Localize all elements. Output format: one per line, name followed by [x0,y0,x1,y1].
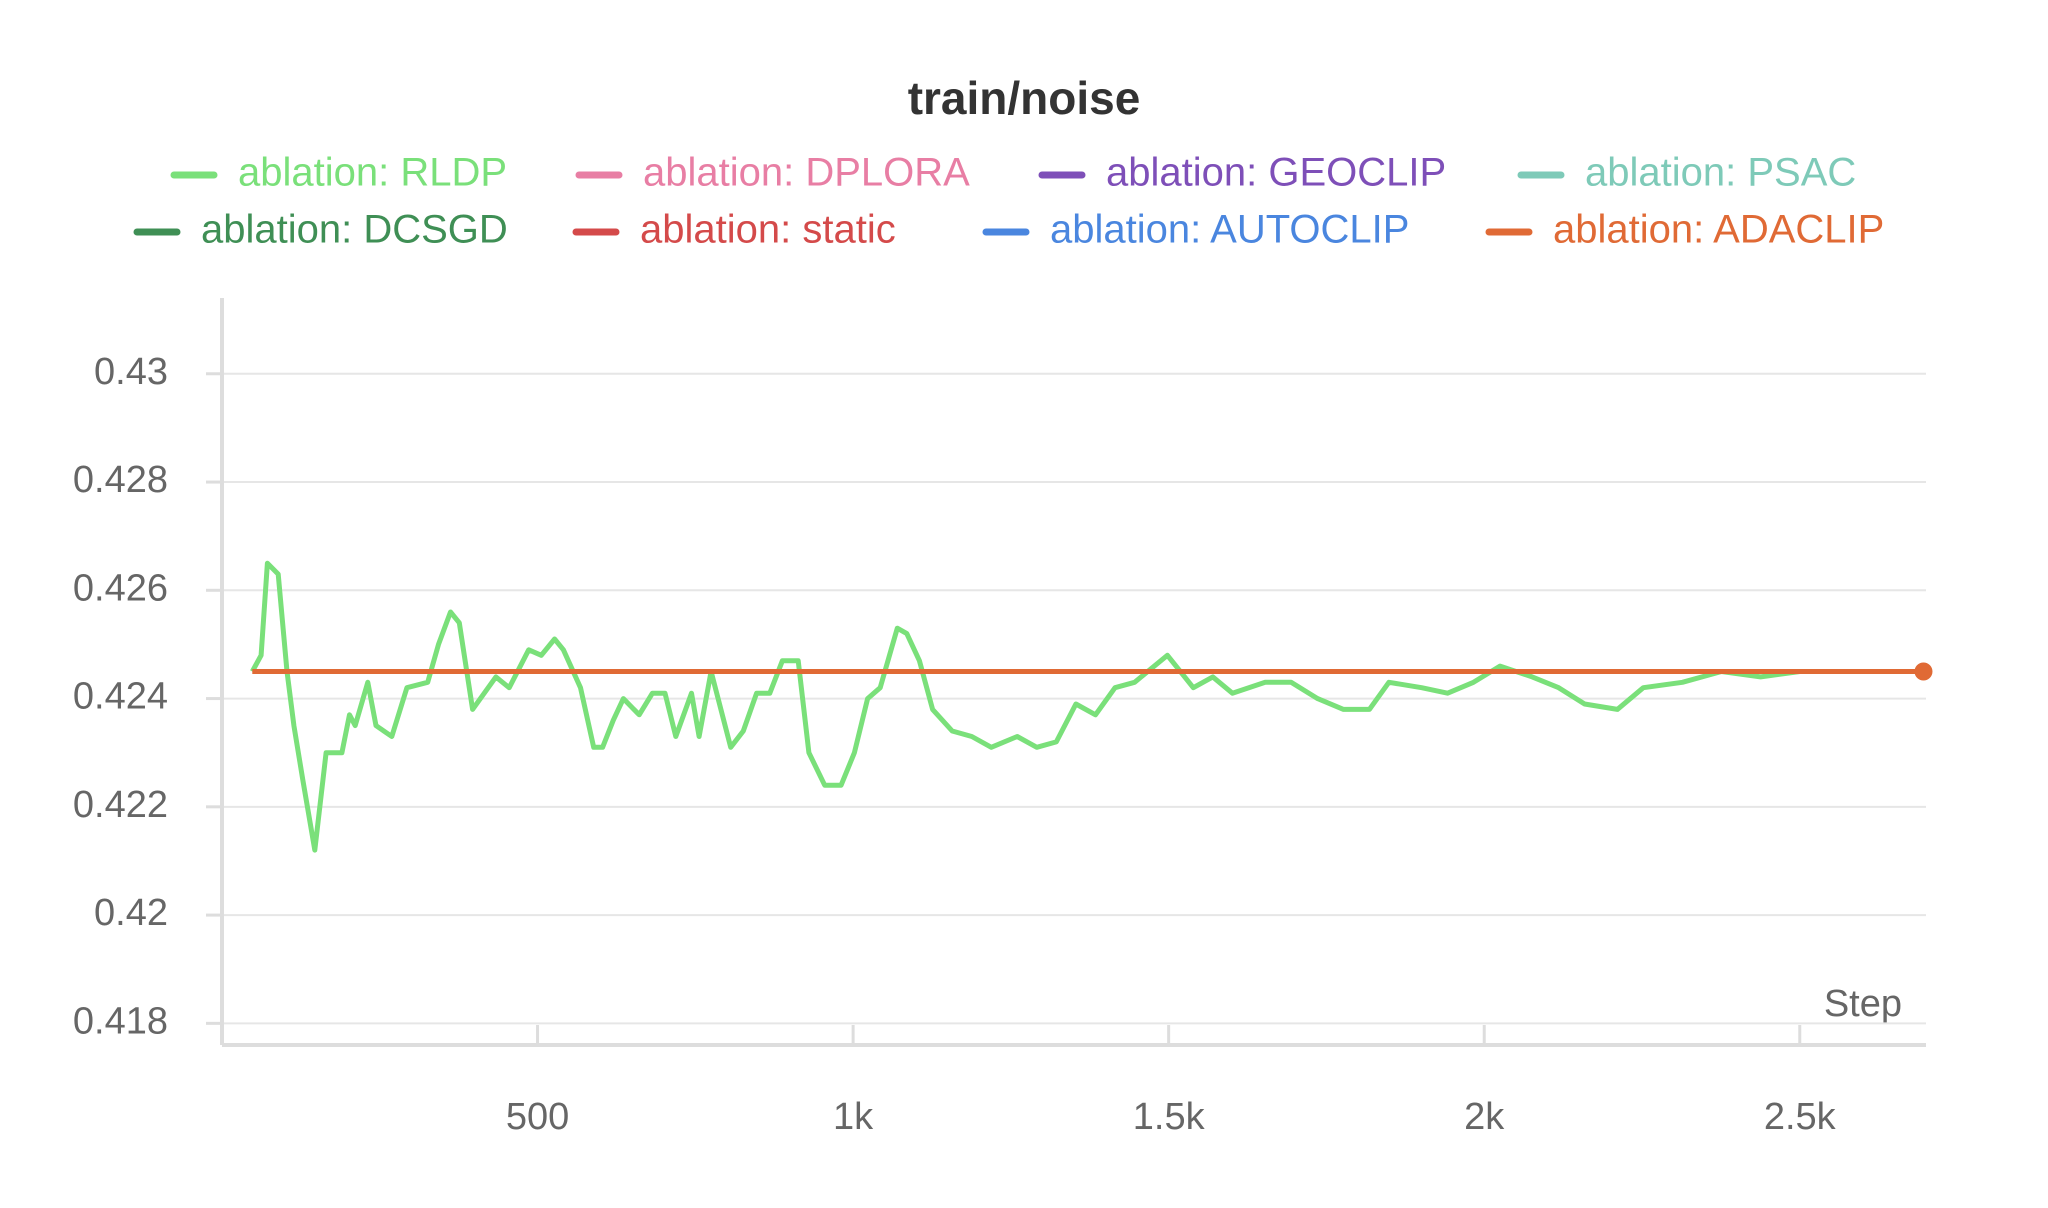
legend-label: ablation: GEOCLIP [1106,151,1446,195]
legend-label: ablation: DCSGD [201,208,508,252]
y-tick-label: 0.426 [73,567,168,609]
legend-label: ablation: RLDP [238,151,507,195]
legend-label: ablation: AUTOCLIP [1050,208,1409,252]
legend-label: ablation: DPLORA [643,151,970,195]
y-tick-label: 0.424 [73,676,168,718]
legend-label: ablation: static [640,208,896,252]
y-tick-label: 0.428 [73,459,168,501]
y-tick-label: 0.418 [73,1000,168,1042]
y-tick-label: 0.42 [94,892,168,934]
chart-title: train/noise [908,72,1141,124]
x-tick-label: 500 [506,1096,569,1138]
legend-label: ablation: ADACLIP [1553,208,1884,252]
end-marker [1914,662,1933,681]
x-tick-label: 2k [1464,1096,1505,1138]
legend-label: ablation: PSAC [1585,151,1856,195]
x-tick-label: 1k [833,1096,874,1138]
y-tick-label: 0.43 [94,351,168,393]
x-tick-label: 1.5k [1133,1096,1206,1138]
x-tick-label: 2.5k [1764,1096,1837,1138]
x-axis-label: Step [1824,983,1902,1025]
y-tick-label: 0.422 [73,784,168,826]
series-line [250,560,1924,853]
